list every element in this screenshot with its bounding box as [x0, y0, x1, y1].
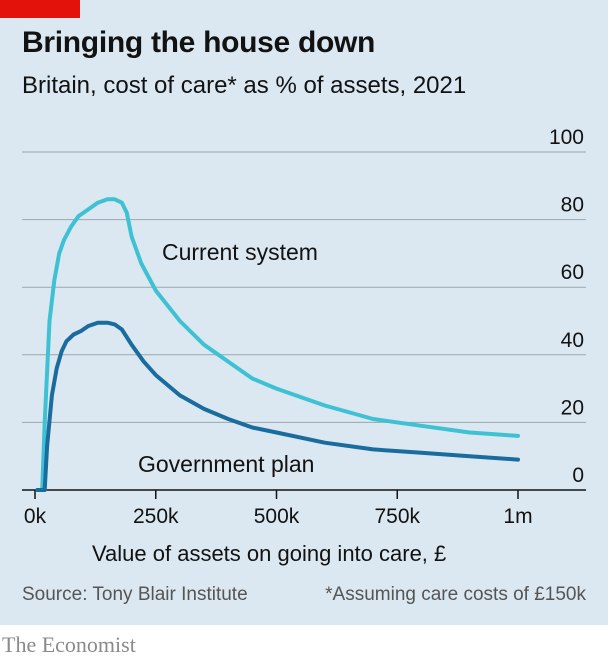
x-tick-label-1: 250k — [133, 505, 179, 528]
source-note: Source: Tony Blair Institute — [22, 584, 248, 605]
gridlines — [22, 151, 586, 491]
y-tick-labels: 0 20 40 60 80 100 — [549, 126, 584, 487]
chart-card: Bringing the house down Britain, cost of… — [0, 0, 608, 625]
y-tick-label-100: 100 — [549, 126, 584, 149]
y-tick-label-40: 40 — [561, 329, 584, 352]
footnote: *Assuming care costs of £150k — [325, 584, 586, 605]
y-tick-label-80: 80 — [561, 194, 584, 217]
series-lines — [35, 197, 520, 492]
y-tick-label-0: 0 — [572, 464, 584, 487]
x-tick-labels: 0k 250k 500k 750k 1m — [24, 490, 533, 528]
series-line-government-plan — [35, 320, 520, 492]
line-chart: 0 20 40 60 80 100 0k 250k 500k 750k 1m Current sy… — [22, 126, 586, 528]
y-tick-label-20: 20 — [561, 396, 584, 419]
x-tick-label-0: 0k — [24, 505, 47, 528]
x-tick-label-2: 500k — [254, 505, 300, 528]
government-plan-label: Government plan — [138, 451, 314, 477]
x-axis-label: Value of assets on going into care, £ — [92, 541, 447, 566]
brand-red-tag — [0, 0, 80, 18]
x-tick-label-4: 1m — [503, 505, 532, 528]
series-line-current-system — [35, 197, 520, 492]
x-tick-label-3: 750k — [374, 505, 420, 528]
current-system-label: Current system — [162, 239, 318, 265]
chart-title: Bringing the house down — [22, 26, 376, 59]
economist-logo: The Economist — [2, 632, 136, 657]
chart-subtitle: Britain, cost of care* as % of assets, 2… — [22, 72, 467, 99]
y-tick-label-60: 60 — [561, 261, 584, 284]
series-labels: Current system Government plan — [138, 239, 318, 477]
